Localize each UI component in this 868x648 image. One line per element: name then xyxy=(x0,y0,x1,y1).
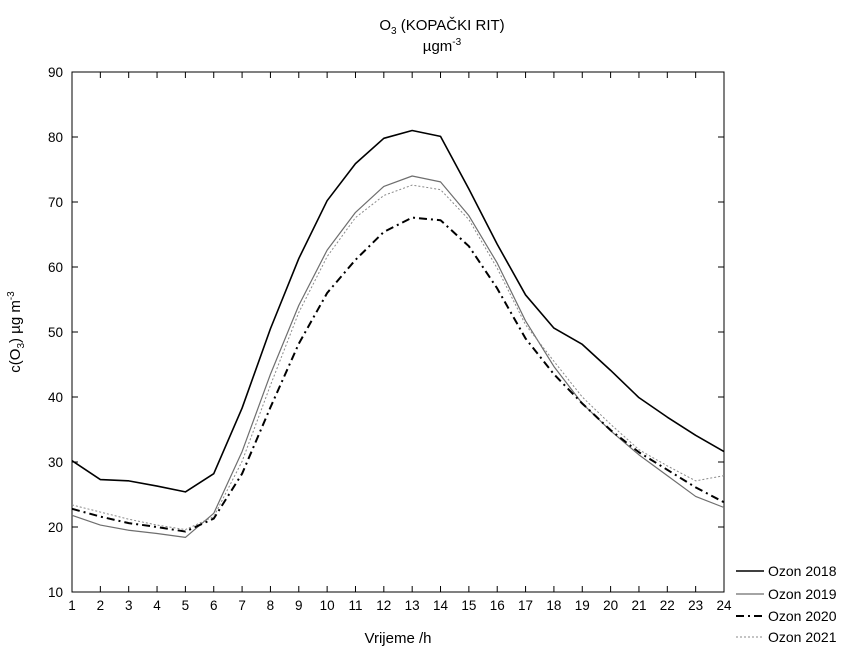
series-line-ozon-2019 xyxy=(71,175,725,539)
legend-label: Ozon 2021 xyxy=(768,629,837,645)
y-tick-label: 90 xyxy=(48,65,63,80)
x-tick-label: 17 xyxy=(518,598,533,613)
series-line-ozon-2020 xyxy=(71,216,725,533)
plot-frame xyxy=(71,71,725,593)
y-tick-label: 20 xyxy=(48,520,63,535)
y-tick-label: 50 xyxy=(48,325,63,340)
x-tick-label: 23 xyxy=(688,598,703,613)
x-tick-label: 4 xyxy=(153,598,161,613)
x-tick-label: 8 xyxy=(267,598,275,613)
x-axis-label: Vrijeme /h xyxy=(365,630,432,647)
x-tick-label: 14 xyxy=(433,598,449,613)
series-group xyxy=(71,129,725,539)
x-tick-label: 18 xyxy=(546,598,561,613)
y-tick-label: 30 xyxy=(48,455,63,470)
y-axis: 10 20 30 40 50 60 70 80 90 xyxy=(48,65,724,600)
y-tick-label: 70 xyxy=(48,195,63,210)
x-axis: 1 2 3 4 5 6 7 8 9 10 11 12 13 14 15 16 17 18 19 20 21 22 23 24 xyxy=(68,72,732,613)
x-tick-label: 6 xyxy=(210,598,218,613)
x-tick-label: 5 xyxy=(182,598,190,613)
x-tick-label: 22 xyxy=(660,598,675,613)
y-tick-label: 80 xyxy=(48,130,63,145)
x-tick-label: 7 xyxy=(238,598,246,613)
x-tick-label: 24 xyxy=(716,598,732,613)
y-tick-label: 40 xyxy=(48,390,63,405)
legend: Ozon 2018 Ozon 2019 Ozon 2020 Ozon 2021 xyxy=(736,563,837,645)
series-line-ozon-2021 xyxy=(71,184,725,531)
x-tick-label: 1 xyxy=(68,598,76,613)
y-tick-label: 10 xyxy=(48,585,63,600)
legend-label: Ozon 2019 xyxy=(768,586,837,602)
x-tick-label: 15 xyxy=(461,598,476,613)
x-tick-label: 10 xyxy=(320,598,335,613)
x-tick-label: 3 xyxy=(125,598,133,613)
x-tick-label: 12 xyxy=(376,598,391,613)
legend-label: Ozon 2018 xyxy=(768,563,837,579)
x-tick-label: 16 xyxy=(490,598,505,613)
y-tick-label: 60 xyxy=(48,260,63,275)
legend-label: Ozon 2020 xyxy=(768,608,837,624)
x-tick-label: 13 xyxy=(405,598,420,613)
chart-title: O3 (KOPAČKI RIT) xyxy=(379,17,504,37)
chart-subtitle: µgm-3 xyxy=(423,37,462,55)
x-tick-label: 19 xyxy=(575,598,590,613)
x-tick-label: 21 xyxy=(631,598,646,613)
series-line-ozon-2018 xyxy=(71,129,725,493)
x-tick-label: 11 xyxy=(348,598,362,613)
x-tick-label: 2 xyxy=(97,598,105,613)
y-axis-label: c(O3) µg m-3 xyxy=(6,291,27,373)
x-tick-label: 9 xyxy=(295,598,303,613)
x-tick-label: 20 xyxy=(603,598,618,613)
